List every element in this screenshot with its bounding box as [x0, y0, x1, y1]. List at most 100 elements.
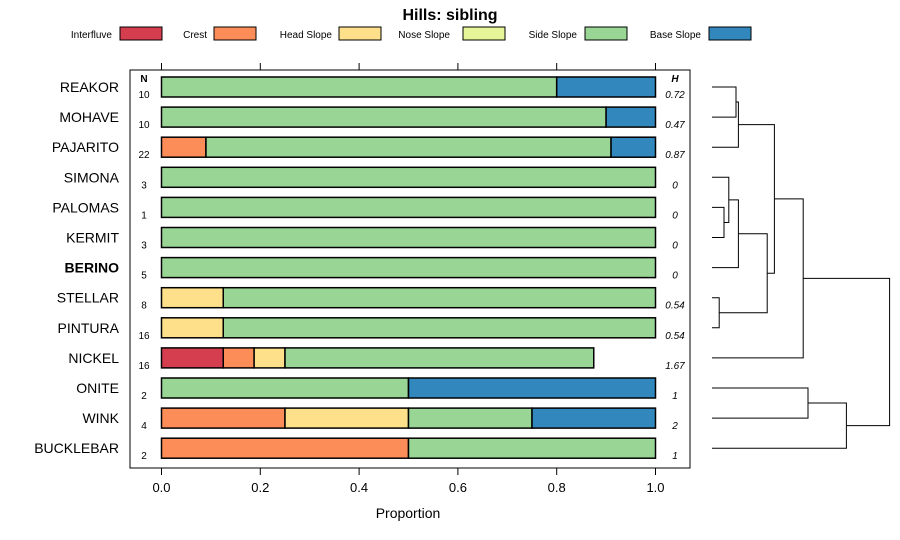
row-label: KERMIT — [66, 230, 119, 246]
bar-segment-head-slope — [253, 347, 286, 369]
h-value: 0 — [672, 210, 678, 221]
legend-label: Base Slope — [650, 30, 702, 41]
row-onite: ONITE 2 1 — [76, 377, 678, 402]
n-value: 10 — [138, 120, 150, 131]
row-label: NICKEL — [68, 350, 119, 366]
row-label: MOHAVE — [59, 109, 119, 125]
legend-swatch — [213, 26, 257, 41]
row-stellar: STELLAR 8 0.54 — [57, 286, 685, 312]
bar-segment-side-slope — [407, 437, 657, 459]
n-value: 1 — [141, 210, 147, 221]
h-value: 1 — [672, 391, 678, 402]
h-value: 1.67 — [665, 361, 685, 372]
legend-swatch — [708, 26, 752, 41]
n-value: 2 — [141, 451, 147, 462]
legend-swatch — [462, 26, 506, 41]
bar-segment-base-slope — [610, 136, 657, 158]
legend-label: Interfluve — [71, 30, 113, 41]
row-pintura: PINTURA 16 0.54 — [58, 317, 685, 342]
n-value: 16 — [138, 361, 150, 372]
x-axis-label: Proportion — [376, 505, 441, 521]
x-axis: 0.0 0.2 0.4 0.6 0.8 1.0 — [152, 63, 665, 495]
legend-label: Side Slope — [529, 30, 578, 41]
row-nickel: NICKEL 16 1.67 — [68, 347, 685, 372]
n-value: 22 — [138, 150, 150, 161]
dendrogram-branch — [719, 233, 768, 314]
bar-segment-interfluve — [160, 347, 224, 369]
dendrogram-branch — [712, 402, 847, 449]
x-tick-label: 0.8 — [548, 480, 566, 495]
dendrogram-branch — [712, 199, 739, 269]
h-value: 0.54 — [665, 301, 685, 312]
n-value: 2 — [141, 391, 147, 402]
n-value: 10 — [138, 90, 150, 101]
bar-segment-base-slope — [407, 377, 657, 399]
plot-panel — [129, 69, 691, 469]
row-label: PINTURA — [58, 320, 120, 336]
n-column-header: N — [140, 74, 147, 85]
dendrogram-branch — [712, 176, 730, 223]
dendrogram-branch — [712, 387, 809, 419]
dendrogram-branch — [738, 124, 775, 274]
bar-segment-base-slope — [555, 76, 657, 98]
n-value: 4 — [141, 421, 147, 432]
bar-segment-side-slope — [222, 286, 657, 309]
row-label: BUCKLEBAR — [34, 440, 119, 456]
x-tick-label: 0.6 — [449, 480, 467, 495]
h-value: 0.47 — [665, 120, 685, 131]
row-wink: WINK 4 2 — [82, 407, 678, 432]
bar-segment-crest — [160, 437, 410, 459]
legend-label: Crest — [183, 30, 207, 41]
row-palomas: PALOMAS 1 0 — [52, 196, 678, 221]
bar-segment-side-slope — [160, 377, 410, 399]
row-reakor: REAKOR 10 0.72 — [60, 76, 685, 101]
n-value: 3 — [141, 180, 147, 191]
bar-segment-head-slope — [160, 286, 224, 309]
bar-segment-base-slope — [531, 407, 657, 429]
row-label: STELLAR — [57, 290, 119, 306]
row-berino: BERINO 5 0 — [65, 256, 678, 282]
h-value: 0 — [672, 180, 678, 191]
bar-segment-side-slope — [284, 347, 595, 369]
h-value: 2 — [671, 421, 678, 432]
legend: Interfluve Crest Head Slope Nose Slope Side … — [71, 26, 752, 41]
dendrogram-branch — [803, 277, 891, 427]
n-value: 3 — [141, 241, 147, 252]
bar-segment-crest — [222, 347, 255, 369]
row-label: BERINO — [65, 260, 120, 276]
bar-segment-side-slope — [160, 166, 657, 189]
dendrogram-branch — [712, 86, 737, 118]
legend-swatch — [584, 26, 628, 41]
legend-label: Head Slope — [280, 30, 333, 41]
h-value: 0 — [672, 241, 678, 252]
x-tick-label: 0.4 — [350, 480, 368, 495]
row-pajarito: PAJARITO 22 0.87 — [52, 136, 685, 161]
row-mohave: MOHAVE 10 0.47 — [59, 106, 685, 131]
dendrogram — [712, 86, 891, 449]
dendrogram-branch — [712, 297, 720, 329]
h-column-header: H — [671, 74, 679, 85]
dendrogram-branch — [712, 206, 725, 238]
bar-segment-head-slope — [284, 407, 410, 429]
x-tick-label: 0.0 — [152, 480, 170, 495]
x-tick-label: 1.0 — [646, 480, 664, 495]
bar-segment-head-slope — [160, 317, 224, 339]
bar-segment-side-slope — [407, 407, 533, 429]
row-simona: SIMONA 3 0 — [64, 166, 678, 191]
bar-segment-base-slope — [605, 106, 657, 128]
row-label: WINK — [82, 410, 119, 426]
bar-segment-side-slope — [160, 106, 607, 128]
bar-segment-side-slope — [160, 226, 657, 249]
chart-title: Hills: sibling — [402, 7, 497, 24]
h-value: 0.72 — [665, 90, 685, 101]
row-bucklebar: BUCKLEBAR 2 1 — [34, 437, 678, 462]
row-label: SIMONA — [64, 169, 120, 185]
bar-segment-side-slope — [222, 317, 657, 339]
row-kermit: KERMIT 3 0 — [66, 226, 678, 252]
legend-label: Nose Slope — [398, 30, 450, 41]
bar-segment-crest — [160, 136, 207, 158]
n-value: 8 — [141, 301, 147, 312]
h-value: 0.54 — [665, 331, 685, 342]
